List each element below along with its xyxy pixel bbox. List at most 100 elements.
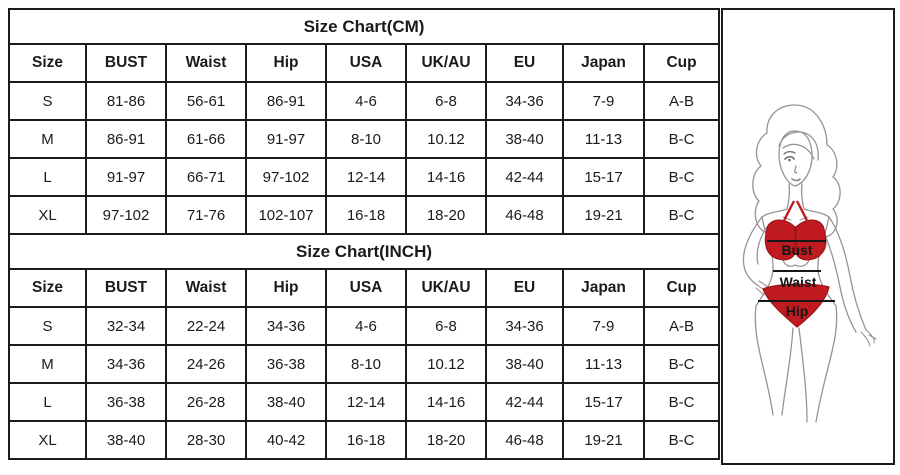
column-header: EU [485,268,564,308]
data-cell: 16-18 [325,420,407,460]
eyebrow [783,150,796,155]
data-cell: B-C [642,195,721,235]
size-cell: S [8,81,87,121]
table-row: M 86-91 61-66 91-97 8-10 10.12 38-40 11-13 B-C [8,119,721,159]
table-title: Size Chart(INCH) [7,233,721,270]
table-row: L 91-97 66-71 97-102 12-14 14-16 42-44 15-17 B-C [8,157,721,197]
size-cell: M [8,119,87,159]
column-header: Waist [165,43,247,83]
data-cell: 6-8 [405,306,487,346]
arm-left-outer [742,216,763,286]
data-cell: 14-16 [405,157,487,197]
data-cell: 8-10 [325,344,407,384]
data-cell: 42-44 [485,382,564,422]
right-leg-outer [815,305,838,423]
column-header: USA [325,268,407,308]
eye [784,155,795,160]
data-cell: 40-42 [245,420,327,460]
bikini-bottom [762,283,830,328]
data-cell: 10.12 [405,119,487,159]
data-cell: 36-38 [85,382,167,422]
data-cell: 6-8 [405,81,487,121]
data-cell: 34-36 [245,306,327,346]
data-cell: 38-40 [245,382,327,422]
data-cell: 19-21 [562,420,645,460]
column-header: BUST [85,43,167,83]
data-cell: 8-10 [325,119,407,159]
data-cell: B-C [642,420,721,460]
size-cell: XL [8,420,87,460]
data-cell: 4-6 [325,306,407,346]
table-row: XL 97-102 71-76 102-107 16-18 18-20 46-48 19-21… [8,195,721,235]
size-chart-tables: Size Chart(CM) Size BUST Waist Hip USA UK/AU EU… [7,8,721,460]
data-cell: B-C [642,344,721,384]
column-header: UK/AU [405,268,487,308]
data-cell: B-C [642,119,721,159]
hip-label: Hip [786,303,809,319]
data-cell: 91-97 [245,119,327,159]
size-cell: M [8,344,87,384]
data-cell: 38-40 [485,344,564,384]
column-header: EU [485,43,564,83]
size-cell: L [8,382,87,422]
data-cell: 86-91 [85,119,167,159]
data-cell: 4-6 [325,81,407,121]
data-cell: 71-76 [165,195,247,235]
data-cell: 28-30 [165,420,247,460]
bikini-top-left-cup [764,219,796,261]
data-cell: 34-36 [485,306,564,346]
data-cell: 102-107 [245,195,327,235]
bikini-top-right-cup [795,219,827,261]
data-cell: 61-66 [165,119,247,159]
bust-label: Bust [781,242,812,258]
table-row: S 32-34 22-24 34-36 4-6 6-8 34-36 7-9 A-B [8,306,721,346]
size-chart-table: Size Chart(CM) Size BUST Waist Hip USA UK/AU EU… [7,8,721,460]
data-cell: 11-13 [562,119,645,159]
data-cell: 19-21 [562,195,645,235]
column-header: Cup [642,43,721,83]
data-cell: 97-102 [245,157,327,197]
table-row: L 36-38 26-28 38-40 12-14 14-16 42-44 15-17 B-C [8,382,721,422]
data-cell: 22-24 [165,306,247,346]
data-cell: 24-26 [165,344,247,384]
data-cell: 42-44 [485,157,564,197]
data-cell: 81-86 [85,81,167,121]
data-cell: 91-97 [85,157,167,197]
table-row: M 34-36 24-26 36-38 8-10 10.12 38-40 11-13 B-C [8,344,721,384]
data-cell: 34-36 [85,344,167,384]
data-cell: 15-17 [562,382,645,422]
bangs [778,131,819,161]
data-cell: 18-20 [405,420,487,460]
data-cell: A-B [642,306,721,346]
bikini-strap-right [795,200,810,224]
column-header: Japan [562,268,645,308]
data-cell: 36-38 [245,344,327,384]
column-header: Cup [642,268,721,308]
data-cell: 12-14 [325,157,407,197]
column-header: Size [8,43,87,83]
data-cell: 86-91 [245,81,327,121]
data-cell: 26-28 [165,382,247,422]
neck [786,183,791,210]
arm-right-outer [828,216,867,331]
column-header: Size [8,268,87,308]
data-cell: 14-16 [405,382,487,422]
data-cell: 15-17 [562,157,645,197]
waist-label: Waist [780,274,817,290]
data-cell: B-C [642,157,721,197]
column-header: Hip [245,268,327,308]
data-cell: 38-40 [85,420,167,460]
data-cell: 10.12 [405,344,487,384]
data-cell: 46-48 [485,195,564,235]
arm-right-inner [821,228,857,333]
table-row: S 81-86 56-61 86-91 4-6 6-8 34-36 7-9 A-B [8,81,721,121]
left-leg-outer [754,305,774,416]
table-title: Size Chart(CM) [7,8,721,45]
column-header: Hip [245,43,327,83]
lips [791,178,801,182]
data-cell: 97-102 [85,195,167,235]
nose [793,165,798,174]
data-cell: 38-40 [485,119,564,159]
data-cell: A-B [642,81,721,121]
left-leg-inner [781,327,794,416]
